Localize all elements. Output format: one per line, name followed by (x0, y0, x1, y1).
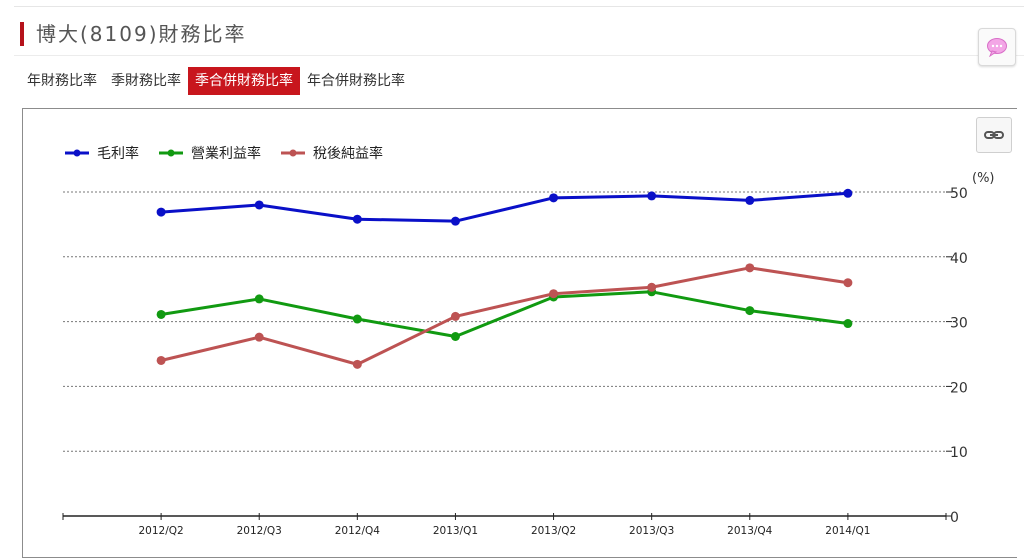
chat-bubble-icon (987, 38, 1007, 57)
legend-item-operating-margin[interactable]: 營業利益率 (157, 143, 261, 163)
data-point-gross-margin-5 (647, 191, 657, 201)
y-tick-label-30: 30 (950, 316, 968, 332)
data-point-operating-margin-0 (156, 309, 166, 319)
tab-bar: 年財務比率 季財務比率 季合併財務比率 年合併財務比率 (20, 67, 412, 95)
data-point-net-margin-0 (156, 355, 166, 365)
data-point-gross-margin-4 (549, 193, 559, 203)
data-point-operating-margin-1 (254, 294, 264, 304)
title-divider (14, 55, 1024, 56)
share-link-button[interactable] (976, 117, 1012, 153)
legend-label-operating-margin: 營業利益率 (191, 146, 261, 162)
data-point-net-margin-1 (254, 332, 264, 342)
chat-button[interactable] (978, 28, 1016, 66)
x-tick-label-2012-Q2: 2012/Q2 (139, 525, 184, 537)
data-point-net-margin-4 (549, 289, 559, 299)
x-tick-label-2012-Q4: 2012/Q4 (335, 525, 381, 537)
tab-annual-consolidated-ratio[interactable]: 年合併財務比率 (307, 73, 405, 89)
series-line-gross-margin (161, 191, 848, 223)
top-divider (14, 6, 1024, 7)
x-tick-label-2013-Q1: 2013/Q1 (433, 525, 478, 537)
x-tick-label-2014-Q1: 2014/Q1 (825, 525, 870, 537)
legend-item-net-margin[interactable]: 稅後純益率 (279, 143, 383, 163)
data-point-gross-margin-6 (745, 195, 755, 205)
legend-swatch-net-margin (281, 149, 305, 157)
y-axis-unit: (%) (972, 171, 995, 186)
tab-quarterly-ratio[interactable]: 季財務比率 (111, 73, 181, 89)
data-point-gross-margin-2 (352, 214, 362, 224)
legend-swatch-operating-margin (159, 149, 183, 157)
x-tick-label-2013-Q2: 2013/Q2 (531, 525, 576, 537)
legend-item-gross-margin[interactable]: 毛利率 (63, 143, 139, 163)
page-title: 博大(8109)財務比率 (36, 22, 247, 46)
legend-swatch-gross-margin (65, 149, 89, 157)
data-point-gross-margin-3 (450, 216, 460, 226)
y-tick-label-50: 50 (950, 186, 968, 202)
legend-label-net-margin: 稅後純益率 (313, 146, 383, 162)
data-point-operating-margin-3 (450, 332, 460, 342)
title-accent-bar (20, 22, 24, 46)
y-tick-label-20: 20 (950, 380, 968, 396)
y-tick-label-10: 10 (950, 445, 968, 461)
data-point-operating-margin-6 (745, 306, 755, 316)
tab-quarterly-consolidated-ratio[interactable]: 季合併財務比率 (188, 67, 300, 95)
legend-label-gross-margin: 毛利率 (97, 146, 139, 162)
data-point-net-margin-7 (843, 278, 853, 288)
x-tick-label-2012-Q3: 2012/Q3 (237, 525, 282, 537)
x-tick-label-2013-Q4: 2013/Q4 (727, 525, 773, 537)
data-point-gross-margin-1 (254, 200, 264, 210)
data-point-net-margin-3 (450, 311, 460, 321)
data-point-operating-margin-2 (352, 314, 362, 324)
data-point-gross-margin-7 (843, 188, 853, 198)
data-point-gross-margin-0 (156, 207, 166, 217)
chart-panel: 0 10 20 30 40 50 (%) 2012/Q2 2012/Q3 2012/Q4 2013/… (22, 108, 1017, 558)
line-chart: 0 10 20 30 40 50 (%) 2012/Q2 2012/Q3 2012/Q4 2013/… (62, 171, 995, 537)
data-point-operating-margin-7 (843, 319, 853, 329)
chart-legend: 毛利率 營業利益率 稅後純益率 (63, 143, 401, 163)
series-line-operating-margin (160, 290, 849, 339)
tab-annual-ratio[interactable]: 年財務比率 (27, 73, 97, 89)
series-line-net-margin (160, 266, 849, 366)
chain-link-icon (984, 131, 1004, 139)
y-tick-label-0: 0 (950, 510, 959, 526)
data-point-net-margin-2 (352, 359, 362, 369)
data-point-net-margin-6 (745, 263, 755, 273)
x-tick-label-2013-Q3: 2013/Q3 (629, 525, 674, 537)
data-point-net-margin-5 (647, 282, 657, 292)
y-tick-label-40: 40 (950, 251, 968, 267)
